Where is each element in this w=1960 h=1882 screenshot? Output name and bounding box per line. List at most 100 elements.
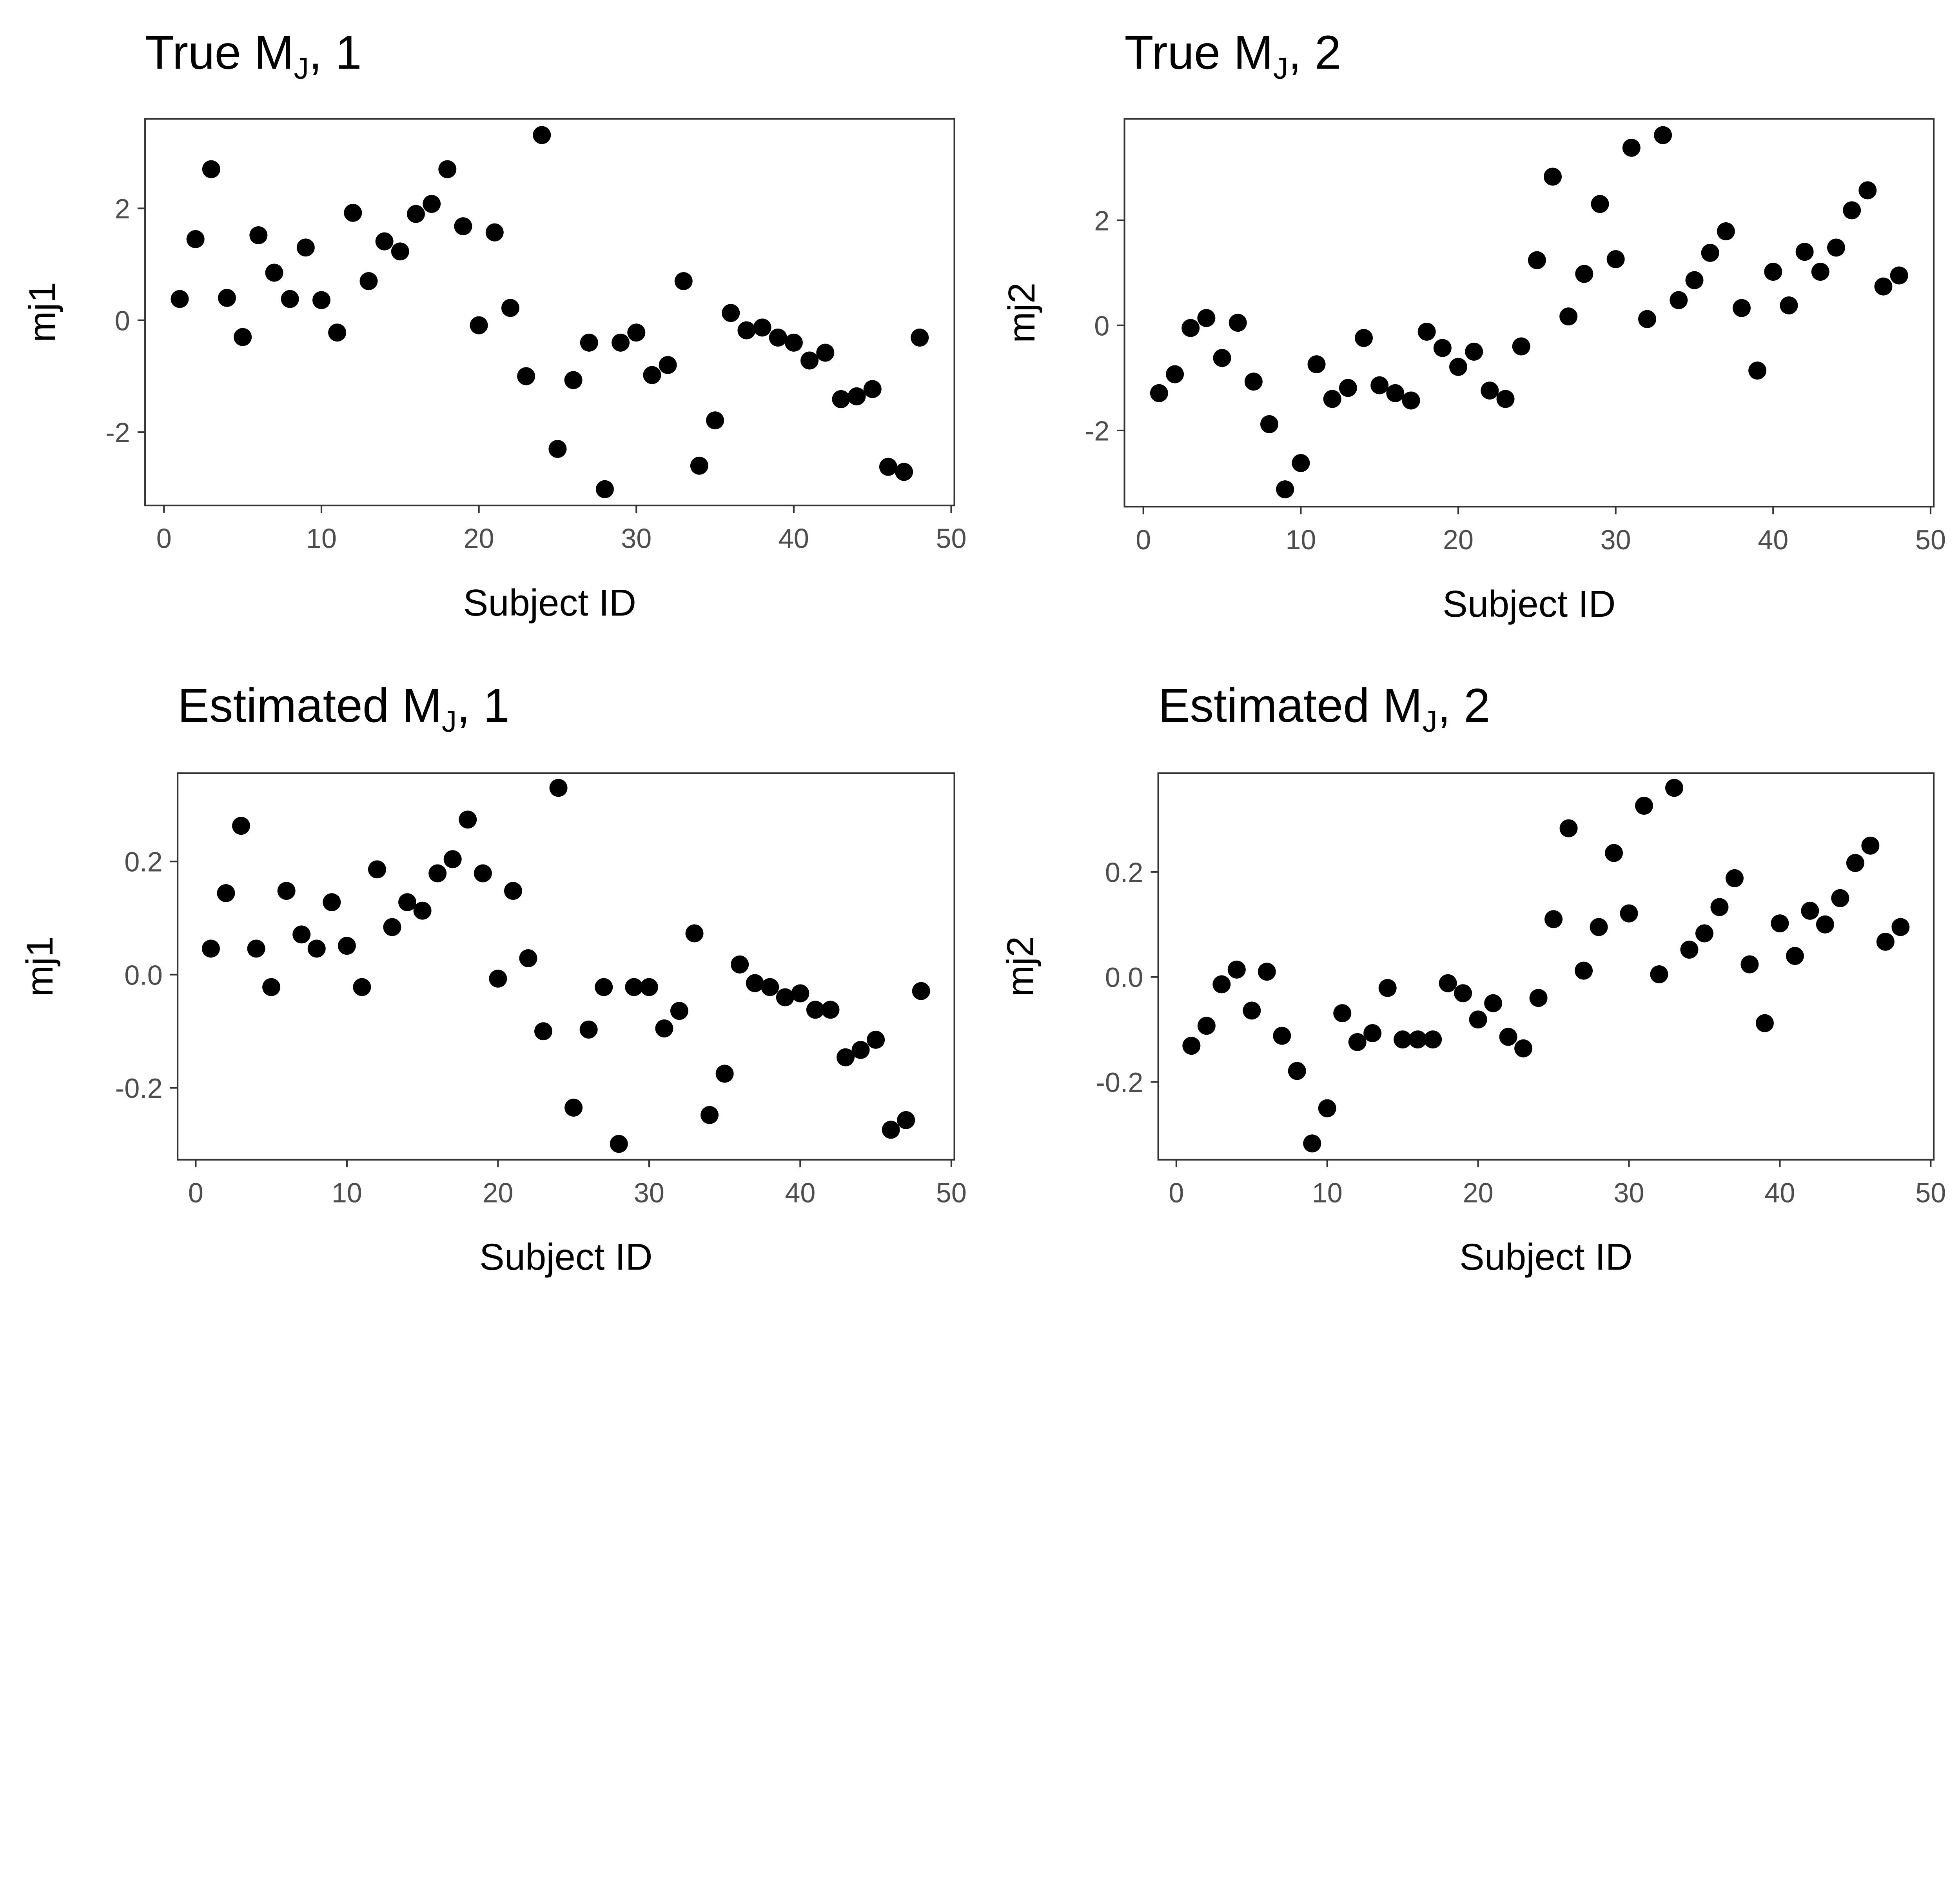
data-point: [1575, 961, 1593, 980]
figure: True MJ, 1 0 10 20 30 40 50 -2 0 2 Subject ID mj1 Tr…: [19, 25, 1946, 1278]
data-point: [234, 328, 252, 346]
x-tick-label: 10: [332, 1177, 362, 1208]
data-point: [1544, 167, 1562, 186]
x-axis-title: Subject ID: [1443, 583, 1616, 625]
data-point: [1370, 376, 1389, 394]
y-tick-label: 0: [1094, 310, 1109, 341]
data-point: [391, 242, 409, 261]
x-tick-label: 40: [779, 523, 809, 554]
data-point: [1831, 889, 1849, 907]
data-point: [1355, 329, 1373, 347]
data-point: [1408, 1030, 1427, 1049]
data-point: [1780, 296, 1798, 314]
data-point: [674, 272, 693, 290]
y-tick-label: 0.0: [124, 959, 163, 990]
data-point: [1650, 965, 1668, 983]
data-point: [1710, 898, 1729, 916]
data-point: [1874, 277, 1893, 296]
data-point: [1402, 391, 1420, 410]
data-point: [1858, 181, 1877, 200]
panel-4: Estimated MJ, 2 0 10 20 30 40 50 -0.2 0.0 0.2 Subj…: [1000, 679, 1946, 1278]
data-point: [328, 323, 347, 342]
data-point: [1638, 310, 1656, 328]
data-point: [579, 1020, 598, 1039]
data-point: [489, 969, 507, 988]
data-point: [1227, 960, 1246, 979]
plot-frame: [1157, 772, 1935, 1161]
data-point: [247, 939, 265, 958]
x-tick-label: 20: [464, 523, 494, 554]
x-axis-title: Subject ID: [479, 1236, 653, 1278]
data-point: [640, 978, 658, 996]
data-point: [1363, 1024, 1382, 1043]
data-point: [1307, 355, 1326, 374]
data-point: [1258, 963, 1276, 981]
data-point: [368, 860, 386, 879]
data-point: [1846, 854, 1864, 872]
data-point: [897, 1111, 915, 1129]
data-point: [895, 463, 913, 481]
y-tick-label: 0.2: [124, 847, 163, 877]
y-tick-label: -2: [1085, 415, 1109, 446]
data-point: [249, 226, 268, 244]
title-suffix: , 2: [1437, 679, 1490, 732]
data-point: [217, 884, 235, 902]
data-point: [1701, 243, 1719, 262]
x-tick-label: 0: [1136, 524, 1151, 555]
x-tick-label: 30: [634, 1177, 664, 1208]
data-point: [564, 371, 583, 389]
data-point: [1166, 365, 1184, 383]
panel-title: Estimated MJ, 1: [178, 679, 510, 739]
data-point: [1439, 974, 1457, 992]
data-point: [1229, 314, 1247, 332]
data-point: [1433, 339, 1452, 357]
data-point: [501, 299, 519, 317]
data-point: [1816, 915, 1834, 934]
x-tick-label: 30: [1601, 524, 1631, 555]
data-point: [1795, 243, 1814, 261]
plot-frame: [177, 772, 955, 1161]
title-main: Estimated M: [178, 679, 442, 732]
data-point: [690, 456, 708, 475]
data-point: [548, 440, 567, 458]
data-point: [423, 195, 441, 213]
data-point: [612, 333, 630, 352]
data-point: [1891, 918, 1910, 936]
data-point: [1213, 349, 1231, 367]
data-point: [655, 1019, 673, 1037]
title-main: True M: [145, 25, 294, 79]
data-point: [470, 316, 488, 334]
x-tick-label: 30: [621, 523, 652, 554]
data-point: [784, 333, 803, 352]
title-main: Estimated M: [1158, 679, 1423, 732]
data-point: [443, 850, 462, 868]
data-point: [1212, 975, 1231, 994]
data-point: [821, 1001, 840, 1019]
data-point: [1292, 454, 1310, 472]
data-point: [262, 978, 281, 996]
panel-1: True MJ, 1 0 10 20 30 40 50 -2 0 2 Subject ID mj1: [21, 25, 966, 623]
data-point: [474, 864, 492, 883]
data-point: [1665, 779, 1683, 797]
data-point: [485, 223, 504, 242]
data-point: [1544, 910, 1563, 928]
data-point: [1635, 796, 1653, 815]
data-point: [643, 366, 661, 384]
data-point: [1764, 263, 1782, 281]
data-point: [1670, 291, 1688, 309]
data-point: [201, 939, 220, 958]
data-point: [627, 323, 646, 342]
data-point: [1559, 819, 1578, 837]
data-point: [564, 1099, 583, 1117]
x-tick-label: 40: [1764, 1177, 1795, 1208]
data-point: [1605, 844, 1623, 862]
data-point: [534, 1022, 552, 1041]
data-point: [1591, 195, 1609, 213]
data-point: [1197, 1017, 1216, 1035]
x-tick-label: 40: [1758, 524, 1788, 555]
data-point: [911, 329, 929, 347]
data-point: [519, 949, 537, 967]
data-point: [438, 160, 457, 178]
data-point: [549, 779, 568, 797]
data-point: [265, 263, 283, 282]
